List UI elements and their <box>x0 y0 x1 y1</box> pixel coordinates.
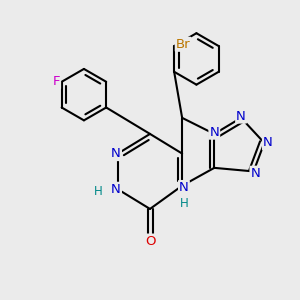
Text: F: F <box>52 75 60 88</box>
Text: N: N <box>250 167 260 180</box>
Text: O: O <box>145 235 155 248</box>
Text: N: N <box>111 147 121 160</box>
Text: N: N <box>111 183 121 196</box>
Text: N: N <box>263 136 273 149</box>
Text: N: N <box>236 110 246 123</box>
Text: Br: Br <box>176 38 190 51</box>
Text: H: H <box>94 184 103 198</box>
Text: H: H <box>180 197 188 210</box>
Text: N: N <box>179 181 189 194</box>
Text: N: N <box>209 126 219 139</box>
